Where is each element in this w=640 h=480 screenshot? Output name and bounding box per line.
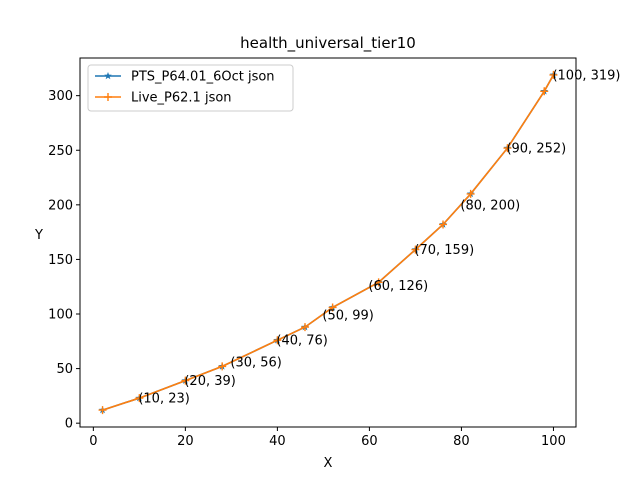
data-point [328,303,337,312]
data-point [411,245,420,254]
y-tick-label: 50 [56,362,73,377]
data-point [273,336,282,345]
data-label: (70, 159) [414,243,474,258]
y-axis: 0 50 100 150 200 250 300 [48,89,80,432]
data-point [181,376,190,385]
axes-frame [79,57,577,428]
x-axis: 0 20 40 60 80 100 [89,427,566,449]
y-tick-label: 0 [65,417,73,432]
data-point [549,70,558,79]
data-point [439,220,448,229]
y-tick-label: 150 [48,253,73,268]
axes-border [79,57,577,428]
data-point [218,362,227,371]
legend: PTS_P64.01_6Oct json Live_P62.1 json [87,64,294,112]
y-tick-label: 200 [48,198,73,213]
x-tick-label: 20 [177,434,194,449]
data-label: (100, 319) [552,68,620,83]
data-point [503,144,512,153]
x-tick-label: 60 [361,434,378,449]
legend-label: PTS_P64.01_6Oct json [131,70,275,85]
x-tick-label: 0 [89,434,97,449]
data-label: (50, 99) [322,309,374,324]
data-label: (10, 23) [138,392,190,407]
series-2 [98,70,558,415]
x-tick-label: 40 [269,434,286,449]
series-layer [98,70,558,415]
x-axis-label: X [324,456,333,471]
legend-entry: PTS_P64.01_6Oct json [95,70,275,85]
legend-marker [104,72,112,80]
series-line [102,74,555,411]
x-tick-label: 80 [453,434,470,449]
data-point [466,189,475,198]
data-label: (20, 39) [184,374,236,389]
data-point [374,278,383,287]
y-axis-label: Y [34,228,43,243]
chart-title: health_universal_tier10 [240,34,416,53]
data-point [135,394,144,403]
y-tick-label: 100 [48,308,73,323]
data-label: (40, 76) [276,334,328,349]
data-label: (90, 252) [506,142,566,157]
data-point [98,406,107,415]
legend-label: Live_P62.1 json [131,91,232,106]
data-point [540,87,549,96]
data-label: (80, 200) [460,198,520,213]
x-tick-label: 100 [541,434,566,449]
annotations: (10, 23) (20, 39) (30, 56) (40, 76) (50, 99)… [138,68,620,406]
data-point [300,323,309,332]
data-label: (60, 126) [368,279,428,294]
y-tick-label: 300 [48,89,73,104]
data-label: (30, 56) [230,356,282,371]
legend-box [87,64,294,112]
legend-marker [104,93,112,101]
y-tick-label: 250 [48,144,73,159]
legend-entry: Live_P62.1 json [95,91,232,106]
